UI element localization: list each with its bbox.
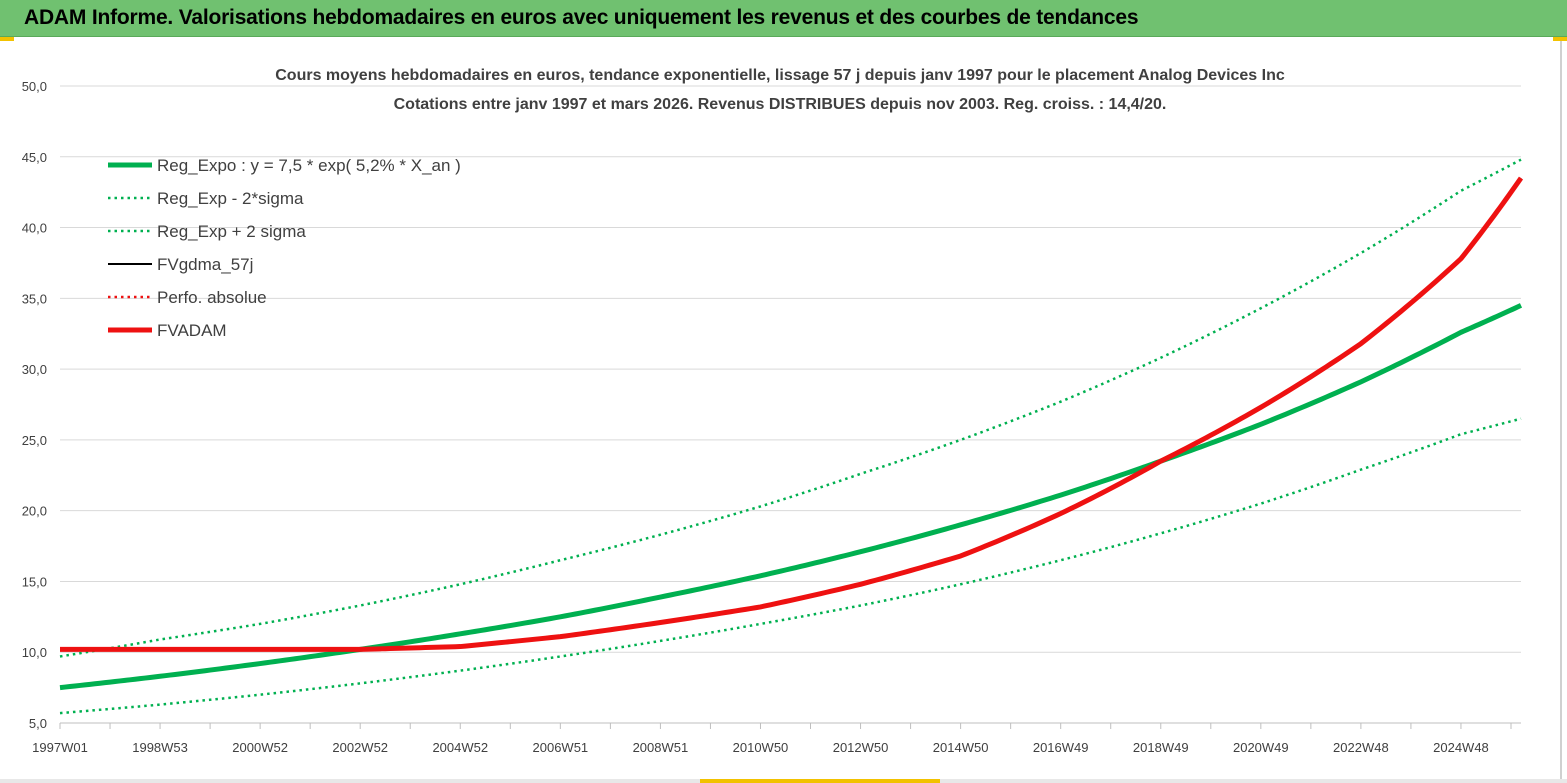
legend-label: FVADAM	[157, 321, 227, 340]
x-tick-label: 1998W53	[132, 740, 188, 755]
x-tick-label: 2016W49	[1033, 740, 1089, 755]
series-line-1	[59, 417, 1522, 715]
x-tick-label: 2020W49	[1233, 740, 1289, 755]
x-tick-label: 2002W52	[332, 740, 388, 755]
report-title: ADAM Informe. Valorisations hebdomadaire…	[24, 6, 1139, 29]
y-tick-label: 35,0	[22, 291, 47, 306]
grid-layer	[60, 85, 1521, 724]
x-tick-label: 1997W01	[32, 740, 88, 755]
series-layer	[59, 158, 1524, 715]
chart-title-line-1: Cours moyens hebdomadaires en euros, ten…	[275, 67, 1285, 84]
y-tick-label: 5,0	[29, 716, 47, 731]
series-line-2	[59, 158, 1522, 658]
x-tick-label: 2010W50	[733, 740, 789, 755]
accent-corner-left	[0, 37, 14, 41]
chart-right-border	[1560, 41, 1562, 779]
x-tick-label: 2000W52	[232, 740, 288, 755]
x-tick-label: 2004W52	[432, 740, 488, 755]
y-tick-label: 45,0	[22, 150, 47, 165]
y-tick-label: 20,0	[22, 504, 47, 519]
y-tick-label: 40,0	[22, 221, 47, 236]
x-tick-label: 2006W51	[533, 740, 589, 755]
legend-label: Reg_Exp - 2*sigma	[157, 189, 304, 208]
x-tick-label: 2018W49	[1133, 740, 1189, 755]
x-tick-label: 2008W51	[633, 740, 689, 755]
y-tick-label: 50,0	[22, 79, 47, 94]
y-tick-label: 30,0	[22, 362, 47, 377]
legend-label: Reg_Expo : y = 7,5 * exp( 5,2% * X_an )	[157, 156, 461, 175]
x-axis: 1997W01 1998W53 2000W52 2002W52 2004W52 2006W…	[32, 722, 1521, 755]
y-tick-label: 10,0	[22, 645, 47, 660]
legend-label: Perfo. absolue	[157, 288, 267, 307]
report-banner: ADAM Informe. Valorisations hebdomadaire…	[0, 0, 1567, 37]
series-line-3	[60, 177, 1522, 651]
y-axis: 5,0 10,0 15,0 20,0 25,0 30,0 35,0 40,0 45,0 50,0	[22, 79, 47, 731]
x-tick-label: 2022W48	[1333, 740, 1389, 755]
x-tick-label: 2024W48	[1433, 740, 1489, 755]
bottom-accent	[700, 779, 940, 783]
x-tick-label: 2014W50	[933, 740, 989, 755]
x-tick-label: 2012W50	[833, 740, 889, 755]
y-tick-label: 15,0	[22, 574, 47, 589]
legend-label: Reg_Exp + 2 sigma	[157, 222, 306, 241]
series-line-0	[59, 303, 1523, 691]
y-tick-label: 25,0	[22, 433, 47, 448]
legend: Reg_Expo : y = 7,5 * exp( 5,2% * X_an ) R…	[108, 156, 461, 340]
chart-title-line-2: Cotations entre janv 1997 et mars 2026. …	[394, 96, 1167, 113]
accent-corner-right	[1553, 37, 1567, 41]
legend-label: FVgdma_57j	[157, 255, 253, 274]
series-line-5	[60, 176, 1524, 652]
series-line-4	[60, 177, 1523, 651]
